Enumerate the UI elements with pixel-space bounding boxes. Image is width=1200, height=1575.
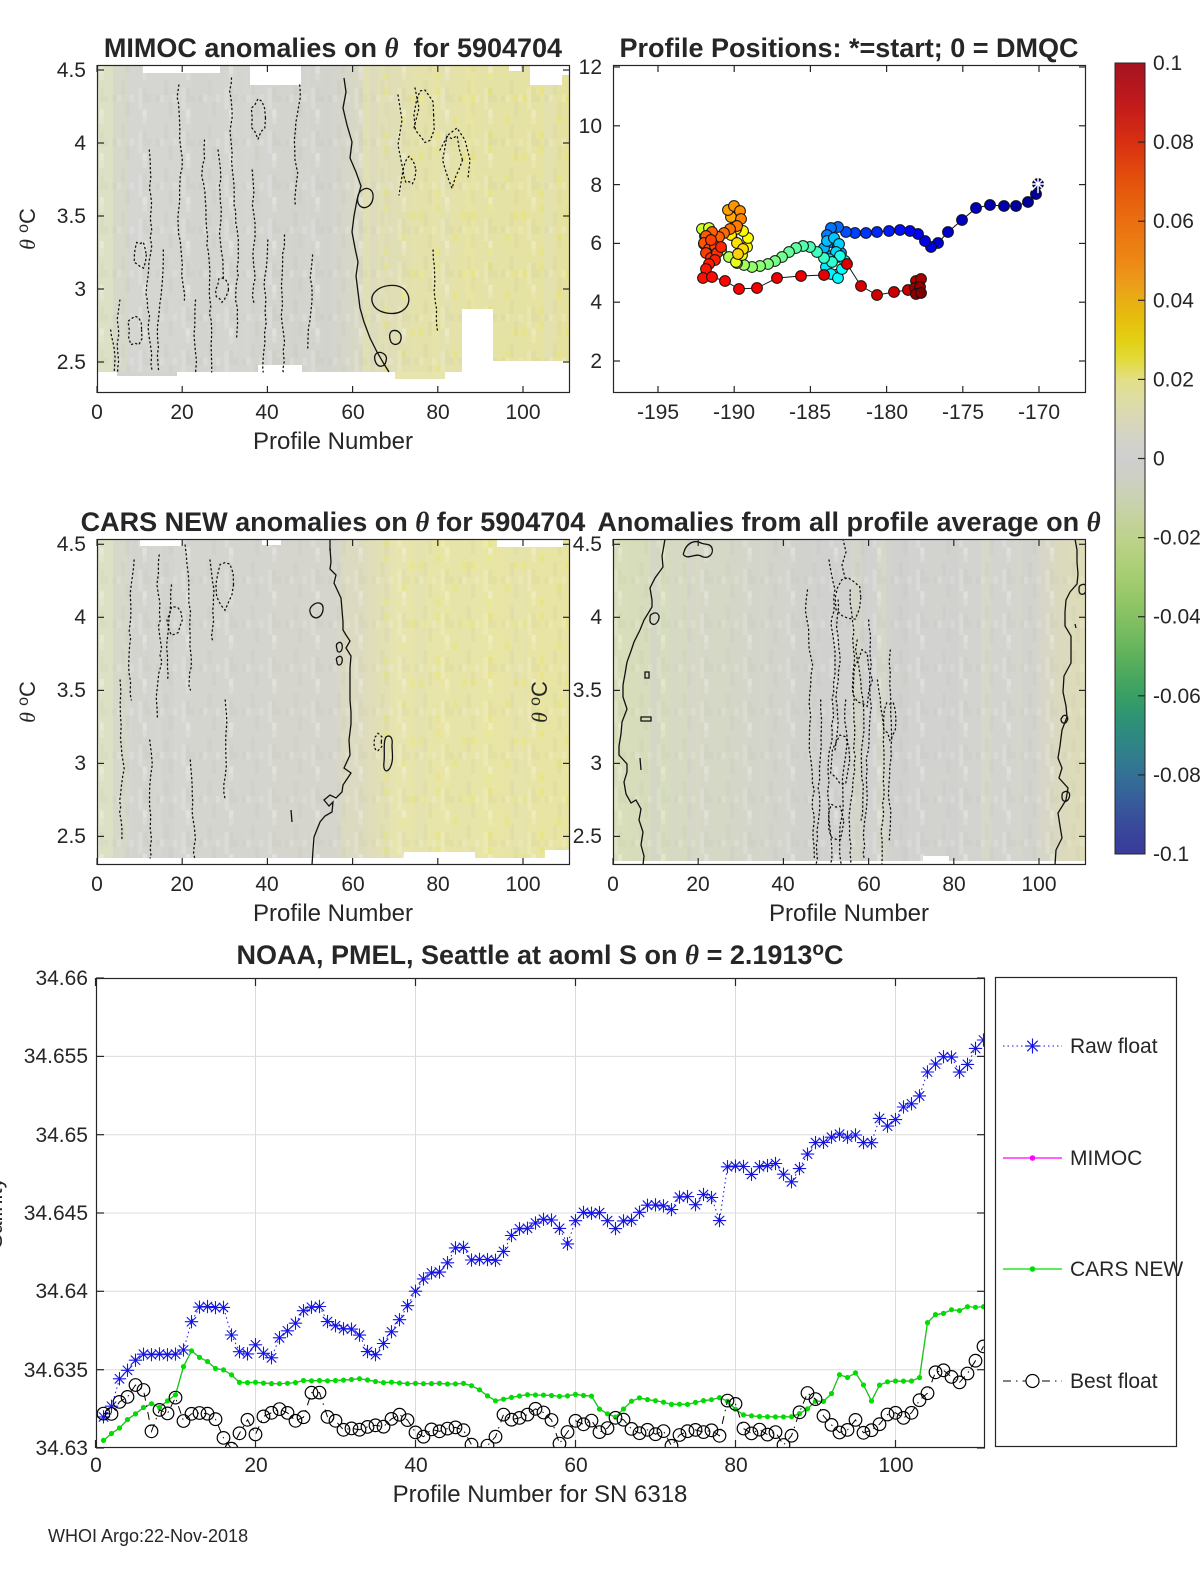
svg-text:0: 0 [1153,448,1165,471]
svg-text:60: 60 [564,1454,587,1477]
svg-text:2.5: 2.5 [57,825,86,848]
svg-text:20: 20 [244,1454,267,1477]
svg-text:80: 80 [426,401,449,424]
svg-text:Profile Number: Profile Number [253,900,413,927]
svg-text:40: 40 [255,401,278,424]
svg-text:-0.02: -0.02 [1153,527,1200,550]
svg-text:CARS NEW: CARS NEW [1070,1258,1183,1281]
svg-text:80: 80 [724,1454,747,1477]
svg-text:40: 40 [771,873,794,896]
svg-text:-170: -170 [1018,401,1060,424]
svg-text:40: 40 [255,873,278,896]
svg-text:3.5: 3.5 [57,679,86,702]
svg-text:34.645: 34.645 [24,1202,88,1225]
svg-text:Raw float: Raw float [1070,1035,1158,1058]
svg-text:-0.1: -0.1 [1153,843,1189,866]
svg-text:MIMOC anomalies on θ for 5904: MIMOC anomalies on θ for 5904704 [104,33,562,63]
svg-text:4.5: 4.5 [57,533,86,556]
svg-text:100: 100 [1021,873,1056,896]
svg-text:Anomalies from all profile ave: Anomalies from all profile average on θ [597,507,1100,537]
svg-text:0: 0 [90,1454,102,1477]
svg-text:60: 60 [341,873,364,896]
svg-text:θ oC: θ oC [15,208,40,250]
svg-text:100: 100 [878,1454,913,1477]
svg-text:100: 100 [505,873,540,896]
svg-text:0.08: 0.08 [1153,131,1194,154]
svg-text:10: 10 [579,115,602,138]
svg-text:80: 80 [942,873,965,896]
svg-text:Profile Number: Profile Number [253,428,413,455]
svg-text:Profile Number: Profile Number [769,900,929,927]
svg-text:34.65: 34.65 [35,1124,88,1147]
svg-text:NOAA, PMEL, Seattle at aoml S: NOAA, PMEL, Seattle at aoml S on θ = 2.1… [236,939,843,970]
svg-text:θ oC: θ oC [527,681,552,723]
svg-text:4: 4 [74,606,86,629]
svg-text:-195: -195 [637,401,679,424]
svg-text:Profile Positions: *=start; 0: Profile Positions: *=start; 0 = DMQC [619,33,1078,63]
svg-text:CARS NEW anomalies on θ for 59: CARS NEW anomalies on θ for 5904704 [81,507,586,537]
svg-text:12: 12 [579,56,602,79]
svg-text:3.5: 3.5 [57,205,86,228]
svg-text:3: 3 [590,752,602,775]
svg-text:0: 0 [607,873,619,896]
svg-text:4: 4 [590,606,602,629]
svg-text:2.5: 2.5 [573,825,602,848]
svg-text:2: 2 [590,350,602,373]
svg-text:60: 60 [857,873,880,896]
svg-text:-0.08: -0.08 [1153,764,1200,787]
svg-text:MIMOC: MIMOC [1070,1147,1142,1170]
svg-text:60: 60 [341,401,364,424]
svg-text:Profile Number for SN 6318: Profile Number for SN 6318 [393,1481,688,1508]
svg-text:Salinity: Salinity [0,1178,7,1249]
svg-text:-175: -175 [942,401,984,424]
svg-text:4: 4 [590,291,602,314]
svg-text:2.5: 2.5 [57,351,86,374]
svg-text:-0.04: -0.04 [1153,606,1200,629]
svg-text:0.04: 0.04 [1153,289,1194,312]
svg-text:100: 100 [505,401,540,424]
svg-text:θ oC: θ oC [15,681,40,723]
svg-text:0: 0 [91,401,103,424]
svg-text:-0.06: -0.06 [1153,685,1200,708]
svg-text:34.64: 34.64 [35,1280,88,1303]
svg-text:0.02: 0.02 [1153,368,1194,391]
svg-text:0.06: 0.06 [1153,210,1194,233]
svg-text:3: 3 [74,278,86,301]
svg-text:4.5: 4.5 [57,59,86,82]
svg-text:80: 80 [426,873,449,896]
svg-text:0.1: 0.1 [1153,52,1182,75]
svg-text:20: 20 [170,401,193,424]
svg-text:20: 20 [686,873,709,896]
svg-text:-190: -190 [713,401,755,424]
svg-text:4.5: 4.5 [573,533,602,556]
svg-text:3: 3 [74,752,86,775]
svg-text:34.66: 34.66 [35,967,88,990]
svg-text:6: 6 [590,232,602,255]
svg-text:3.5: 3.5 [573,679,602,702]
svg-text:WHOI Argo:22-Nov-2018: WHOI Argo:22-Nov-2018 [48,1526,248,1546]
svg-text:34.635: 34.635 [24,1359,88,1382]
svg-text:40: 40 [404,1454,427,1477]
svg-text:34.655: 34.655 [24,1045,88,1068]
svg-text:0: 0 [91,873,103,896]
svg-text:34.63: 34.63 [35,1437,88,1460]
svg-text:Best float: Best float [1070,1370,1158,1393]
svg-text:-180: -180 [866,401,908,424]
svg-text:-185: -185 [789,401,831,424]
svg-text:4: 4 [74,132,86,155]
svg-text:8: 8 [590,174,602,197]
svg-text:20: 20 [170,873,193,896]
